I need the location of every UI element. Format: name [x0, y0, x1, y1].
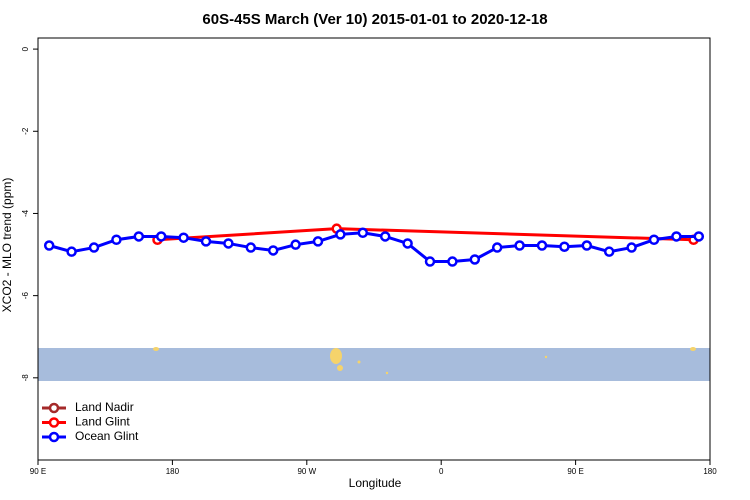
- point: [603, 246, 615, 257]
- point: [357, 227, 369, 239]
- point: [335, 229, 346, 240]
- legend-label: Land Glint: [75, 415, 130, 429]
- point: [379, 231, 391, 242]
- x-tick-label: 180: [703, 467, 717, 476]
- legend-marker: [48, 431, 60, 443]
- point: [88, 242, 100, 253]
- point: [693, 231, 705, 242]
- point: [536, 240, 548, 251]
- y-tick-label: 0: [21, 46, 30, 51]
- point: [223, 238, 234, 249]
- y-tick-label: -2: [21, 127, 30, 135]
- series-line: [157, 227, 694, 242]
- plot-frame: [37, 37, 711, 461]
- x-tick-label: 180: [166, 467, 180, 476]
- point: [178, 232, 189, 243]
- point: [111, 234, 122, 246]
- x-tick-label: 0: [439, 467, 444, 476]
- point: [469, 254, 481, 265]
- point: [245, 242, 257, 253]
- chart-title: 60S-45S March (Ver 10) 2015-01-01 to 202…: [202, 11, 547, 28]
- legend-label: Land Nadir: [75, 400, 134, 414]
- point: [559, 241, 570, 252]
- point: [671, 231, 682, 242]
- point: [514, 240, 525, 251]
- point: [491, 242, 503, 253]
- point: [626, 242, 637, 253]
- point: [581, 240, 593, 251]
- x-tick-label: 90 E: [30, 467, 46, 476]
- y-tick-label: -8: [21, 374, 30, 382]
- y-tick-label: -6: [21, 292, 30, 300]
- legend-marker: [48, 417, 60, 428]
- x-tick-label: 90 W: [297, 467, 316, 476]
- point: [402, 238, 413, 249]
- x-axis-label: Longitude: [349, 476, 402, 490]
- point: [447, 256, 458, 267]
- point: [200, 236, 212, 247]
- x-tick-label: 90 E: [567, 467, 583, 476]
- point: [43, 240, 55, 251]
- point: [155, 231, 167, 242]
- point: [133, 231, 145, 242]
- point: [66, 246, 77, 257]
- point: [290, 239, 301, 250]
- point: [312, 236, 324, 247]
- legend-label: Ocean Glint: [75, 429, 139, 443]
- point: [267, 245, 279, 256]
- map-strip: [38, 347, 710, 381]
- point: [424, 256, 436, 267]
- legend-marker: [48, 402, 60, 414]
- y-tick-label: -4: [21, 209, 30, 217]
- y-axis-label: XCO2 - MLO trend (ppm): [0, 178, 14, 313]
- point: [648, 234, 660, 246]
